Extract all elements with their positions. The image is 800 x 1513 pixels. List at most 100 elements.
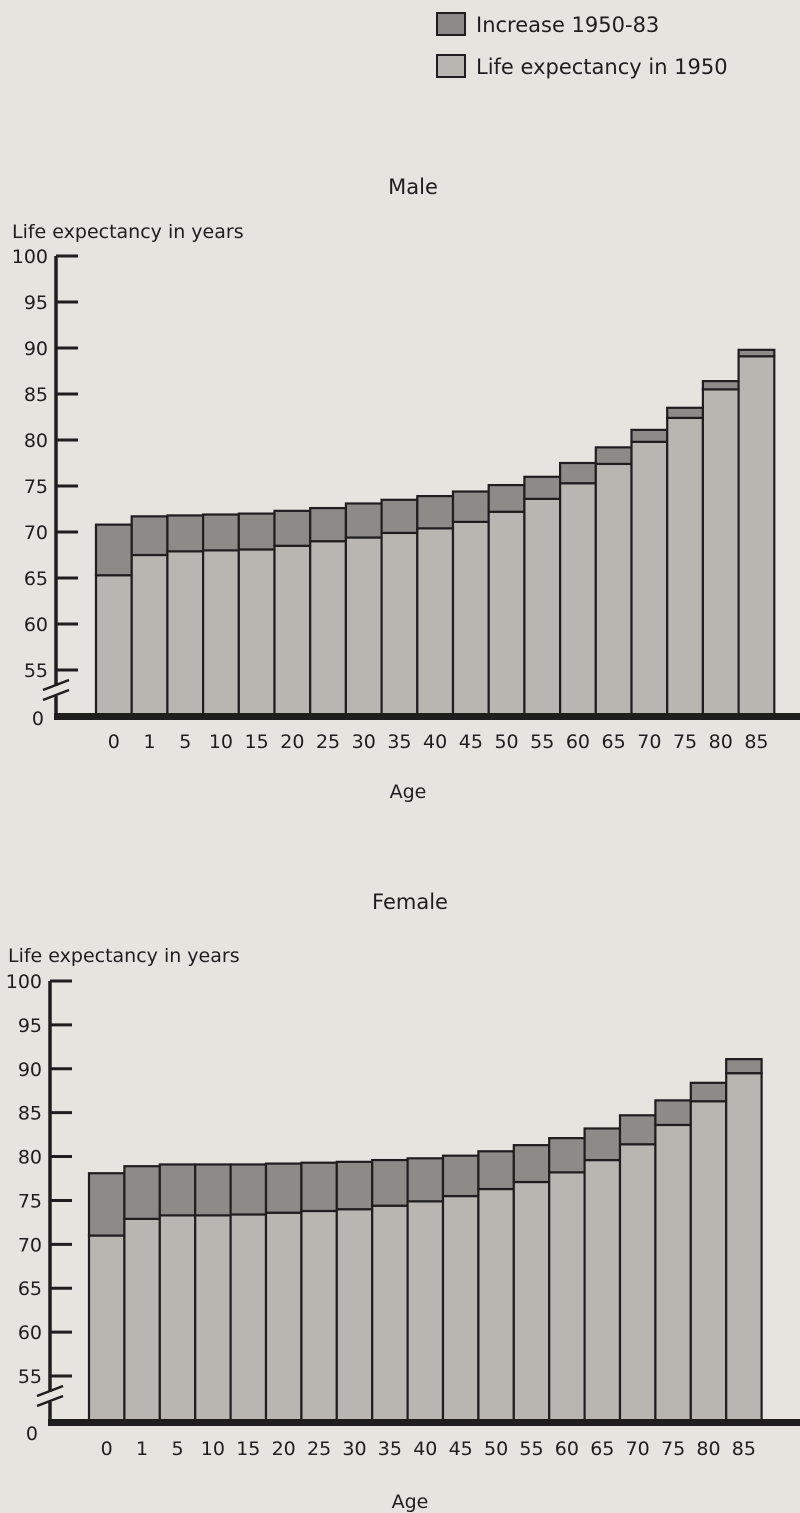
female-bar-1950-1 (123, 1217, 161, 1424)
male-x-tick-label: 30 (352, 731, 376, 753)
female-bar-1950-70 (618, 1143, 657, 1424)
female-y-axis-label: Life expectancy in years (8, 945, 240, 967)
female-y-tick-label: 100 (6, 971, 42, 993)
female-bar-1950-60 (548, 1171, 586, 1424)
female-x-tick-label: 40 (413, 1438, 437, 1460)
female-bar-increase-15 (229, 1163, 268, 1216)
male-bar-1950-75 (666, 416, 705, 718)
male-x-axis-label: Age (390, 781, 427, 803)
male-x-tick-label: 15 (245, 731, 269, 753)
male-bar-increase-30 (344, 502, 383, 539)
female-bar-increase-55 (512, 1144, 551, 1184)
female-x-tick-label: 1 (136, 1438, 148, 1460)
female-x-tick-label: 35 (378, 1438, 402, 1460)
female-bar-1950-0 (87, 1234, 126, 1424)
female-bar-increase-0 (87, 1172, 126, 1237)
female-x-tick-label: 0 (101, 1438, 113, 1460)
female-y-tick-label: 70 (18, 1234, 42, 1256)
male-bar-1950-25 (309, 540, 348, 718)
female-x-tick-label: 5 (171, 1438, 183, 1460)
female-x-tick-label: 15 (236, 1438, 260, 1460)
male-bar-increase-60 (558, 461, 597, 485)
male-bar-1950-30 (344, 536, 383, 718)
female-bar-increase-80 (689, 1081, 728, 1103)
female-bar-1950-55 (512, 1180, 551, 1424)
female-x-tick-label: 80 (696, 1438, 720, 1460)
male-x-tick-label: 50 (494, 731, 518, 753)
female-axis-break-mark (36, 1394, 64, 1408)
female-bar-increase-35 (371, 1158, 409, 1207)
male-bar-1950-50 (487, 510, 526, 718)
male-axis-break-mark (42, 678, 70, 692)
male-y-tick-label: 70 (24, 522, 48, 544)
male-y-tick-label: 90 (24, 338, 48, 360)
female-y-tick-label: 80 (18, 1147, 42, 1169)
male-bar-1950-80 (701, 388, 740, 718)
female-y-tick-label: 75 (18, 1190, 42, 1212)
female-x-axis-line (48, 1419, 800, 1426)
female-bar-increase-10 (194, 1163, 232, 1217)
male-bar-1950-35 (380, 531, 419, 718)
legend: Increase 1950-83 Life expectancy in 1950 (436, 12, 728, 79)
male-bar-1950-5 (166, 550, 205, 718)
male-x-tick-label: 25 (316, 731, 340, 753)
male-x-tick-label: 75 (673, 731, 697, 753)
male-bar-1950-70 (630, 440, 669, 718)
male-bar-1950-15 (237, 548, 276, 718)
female-bar-1950-75 (654, 1123, 692, 1424)
female-bar-increase-20 (264, 1162, 303, 1214)
male-bar-increase-40 (416, 495, 455, 530)
male-bar-1950-1 (130, 553, 169, 718)
male-bar-increase-10 (202, 513, 240, 552)
female-x-tick-label: 70 (626, 1438, 650, 1460)
legend-label-increase: Increase 1950-83 (476, 13, 659, 37)
female-bar-increase-45 (441, 1154, 480, 1198)
female-bar-increase-85 (725, 1058, 763, 1075)
female-bar-1950-15 (229, 1213, 268, 1424)
male-y-axis-label: Life expectancy in years (12, 221, 244, 243)
female-bar-1950-25 (300, 1209, 338, 1424)
male-x-tick-label: 5 (179, 731, 191, 753)
male-bar-1950-85 (737, 355, 776, 718)
male-y-tick-label: 100 (12, 246, 48, 268)
male-y-tick-label: 65 (24, 568, 48, 590)
female-x-tick-label: 30 (342, 1438, 366, 1460)
female-x-tick-label: 20 (272, 1438, 296, 1460)
male-y-zero-label: 0 (32, 708, 44, 730)
legend-swatch-increase (436, 12, 466, 36)
female-y-tick-label: 60 (18, 1322, 42, 1344)
legend-swatch-1950 (436, 54, 466, 78)
female-bar-increase-70 (618, 1114, 657, 1146)
female-bar-1950-30 (335, 1208, 374, 1424)
male-y-tick-label: 95 (24, 292, 48, 314)
female-bar-1950-40 (406, 1200, 445, 1424)
male-bar-increase-85 (737, 348, 776, 358)
female-bar-1950-20 (264, 1211, 303, 1424)
male-bar-increase-35 (380, 498, 419, 535)
female-chart-title: Female (372, 890, 448, 914)
male-bar-increase-45 (451, 490, 490, 523)
male-bar-increase-70 (630, 428, 669, 443)
female-x-tick-label: 45 (449, 1438, 473, 1460)
male-bars: 0 1 5 10 15 20 25 30 35 40 45 50 55 60 65 70 75 80 8510095… (12, 246, 800, 753)
male-bar-increase-20 (273, 509, 312, 547)
female-x-tick-label: 55 (519, 1438, 543, 1460)
female-y-tick-label: 95 (18, 1015, 42, 1037)
female-bar-increase-25 (300, 1161, 338, 1213)
male-x-tick-label: 85 (744, 731, 768, 753)
female-bar-1950-85 (725, 1072, 763, 1424)
male-x-tick-label: 20 (280, 731, 304, 753)
male-x-tick-label: 80 (709, 731, 733, 753)
male-bar-increase-50 (487, 483, 526, 513)
male-x-tick-label: 35 (387, 731, 411, 753)
male-x-tick-label: 60 (566, 731, 590, 753)
male-bar-increase-65 (594, 446, 633, 466)
female-bar-1950-5 (158, 1214, 197, 1424)
female-x-tick-label: 75 (661, 1438, 685, 1460)
male-bar-1950-60 (558, 482, 597, 718)
female-y-zero-label: 0 (26, 1423, 38, 1445)
male-x-tick-label: 40 (423, 731, 447, 753)
male-x-tick-label: 70 (637, 731, 661, 753)
